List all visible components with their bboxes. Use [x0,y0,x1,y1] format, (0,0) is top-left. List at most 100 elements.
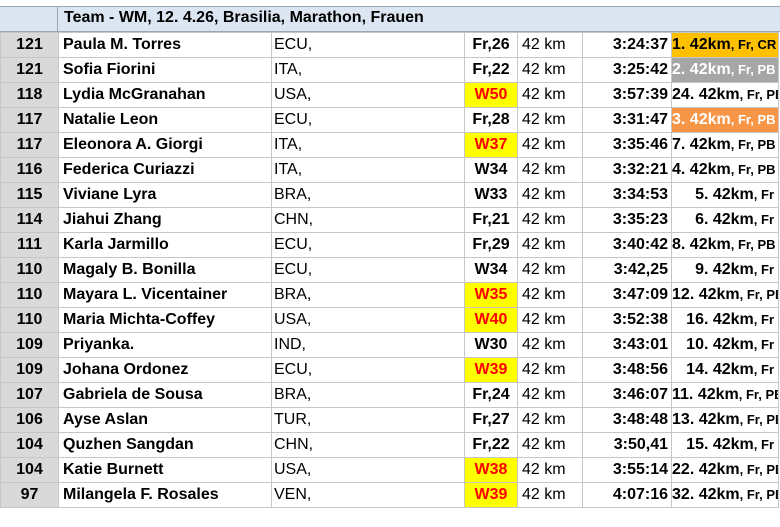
nation-cell[interactable]: ECU, [271,107,465,133]
nation-cell[interactable]: BRA, [271,182,465,208]
category-cell[interactable]: W34 [464,157,518,183]
category-cell[interactable]: Fr,28 [464,107,518,133]
athlete-name-cell[interactable]: Jiahui Zhang [58,207,272,233]
placing-cell[interactable]: 16. 42km, Fr [671,307,780,333]
placing-cell[interactable]: 15. 42km, Fr [671,432,780,458]
nation-cell[interactable]: BRA, [271,382,465,408]
nation-cell[interactable]: ECU, [271,357,465,383]
distance-cell[interactable]: 42 km [516,232,584,258]
athlete-name-cell[interactable]: Magaly B. Bonilla [58,257,272,283]
category-cell[interactable]: W34 [464,257,518,283]
row-points-cell[interactable]: 109 [0,357,59,383]
category-cell[interactable]: Fr,21 [464,207,518,233]
finish-time-cell[interactable]: 3:52:38 [582,307,673,333]
placing-cell[interactable]: 5. 42km, Fr [671,182,780,208]
row-points-cell[interactable]: 110 [0,282,59,308]
athlete-name-cell[interactable]: Eleonora A. Giorgi [58,132,272,158]
nation-cell[interactable]: ECU, [271,257,465,283]
nation-cell[interactable]: ECU, [271,232,465,258]
placing-cell[interactable]: 13. 42km, Fr, PB [671,407,780,433]
placing-cell[interactable]: 10. 42km, Fr [671,332,780,358]
category-cell[interactable]: W33 [464,182,518,208]
nation-cell[interactable]: ECU, [271,32,465,58]
finish-time-cell[interactable]: 3:57:39 [582,82,673,108]
distance-cell[interactable]: 42 km [516,307,584,333]
row-points-cell[interactable]: 121 [0,57,59,83]
finish-time-cell[interactable]: 4:07:16 [582,482,673,508]
finish-time-cell[interactable]: 3:25:42 [582,57,673,83]
athlete-name-cell[interactable]: Karla Jarmillo [58,232,272,258]
row-points-cell[interactable]: 118 [0,82,59,108]
category-cell[interactable]: W40 [464,307,518,333]
category-cell[interactable]: W38 [464,457,518,483]
finish-time-cell[interactable]: 3:43:01 [582,332,673,358]
category-cell[interactable]: Fr,26 [464,32,518,58]
athlete-name-cell[interactable]: Ayse Aslan [58,407,272,433]
row-points-cell[interactable]: 110 [0,307,59,333]
athlete-name-cell[interactable]: Federica Curiazzi [58,157,272,183]
finish-time-cell[interactable]: 3:32:21 [582,157,673,183]
distance-cell[interactable]: 42 km [516,382,584,408]
category-cell[interactable]: Fr,29 [464,232,518,258]
placing-cell[interactable]: 11. 42km, Fr, PB [671,382,780,408]
finish-time-cell[interactable]: 3:24:37 [582,32,673,58]
distance-cell[interactable]: 42 km [516,407,584,433]
distance-cell[interactable]: 42 km [516,157,584,183]
placing-cell[interactable]: 24. 42km, Fr, PB [671,82,780,108]
row-points-cell[interactable]: 115 [0,182,59,208]
nation-cell[interactable]: IND, [271,332,465,358]
athlete-name-cell[interactable]: Viviane Lyra [58,182,272,208]
nation-cell[interactable]: ITA, [271,57,465,83]
placing-cell[interactable]: 2. 42km, Fr, PB [671,57,780,83]
distance-cell[interactable]: 42 km [516,132,584,158]
row-points-cell[interactable]: 109 [0,332,59,358]
finish-time-cell[interactable]: 3:42,25 [582,257,673,283]
finish-time-cell[interactable]: 3:50,41 [582,432,673,458]
distance-cell[interactable]: 42 km [516,457,584,483]
placing-cell[interactable]: 3. 42km, Fr, PB [671,107,780,133]
row-points-cell[interactable]: 117 [0,107,59,133]
distance-cell[interactable]: 42 km [516,82,584,108]
category-cell[interactable]: W50 [464,82,518,108]
athlete-name-cell[interactable]: Milangela F. Rosales [58,482,272,508]
row-points-cell[interactable]: 114 [0,207,59,233]
distance-cell[interactable]: 42 km [516,207,584,233]
athlete-name-cell[interactable]: Sofia Fiorini [58,57,272,83]
athlete-name-cell[interactable]: Mayara L. Vicentainer [58,282,272,308]
finish-time-cell[interactable]: 3:47:09 [582,282,673,308]
nation-cell[interactable]: USA, [271,457,465,483]
nation-cell[interactable]: TUR, [271,407,465,433]
placing-cell[interactable]: 7. 42km, Fr, PB [671,132,780,158]
distance-cell[interactable]: 42 km [516,482,584,508]
placing-cell[interactable]: 14. 42km, Fr [671,357,780,383]
row-points-cell[interactable]: 106 [0,407,59,433]
category-cell[interactable]: Fr,22 [464,57,518,83]
category-cell[interactable]: Fr,27 [464,407,518,433]
placing-cell[interactable]: 12. 42km, Fr, PB [671,282,780,308]
distance-cell[interactable]: 42 km [516,182,584,208]
row-points-cell[interactable]: 111 [0,232,59,258]
category-cell[interactable]: W37 [464,132,518,158]
finish-time-cell[interactable]: 3:35:46 [582,132,673,158]
placing-cell[interactable]: 6. 42km, Fr [671,207,780,233]
category-cell[interactable]: W30 [464,332,518,358]
nation-cell[interactable]: USA, [271,82,465,108]
athlete-name-cell[interactable]: Maria Michta-Coffey [58,307,272,333]
athlete-name-cell[interactable]: Katie Burnett [58,457,272,483]
nation-cell[interactable]: CHN, [271,432,465,458]
placing-cell[interactable]: 9. 42km, Fr [671,257,780,283]
distance-cell[interactable]: 42 km [516,57,584,83]
distance-cell[interactable]: 42 km [516,257,584,283]
placing-cell[interactable]: 4. 42km, Fr, PB [671,157,780,183]
nation-cell[interactable]: ITA, [271,157,465,183]
category-cell[interactable]: W39 [464,357,518,383]
distance-cell[interactable]: 42 km [516,107,584,133]
placing-cell[interactable]: 8. 42km, Fr, PB [671,232,780,258]
athlete-name-cell[interactable]: Paula M. Torres [58,32,272,58]
finish-time-cell[interactable]: 3:55:14 [582,457,673,483]
finish-time-cell[interactable]: 3:46:07 [582,382,673,408]
row-points-cell[interactable]: 104 [0,432,59,458]
placing-cell[interactable]: 1. 42km, Fr, CR [671,32,780,58]
category-cell[interactable]: Fr,24 [464,382,518,408]
athlete-name-cell[interactable]: Priyanka. [58,332,272,358]
